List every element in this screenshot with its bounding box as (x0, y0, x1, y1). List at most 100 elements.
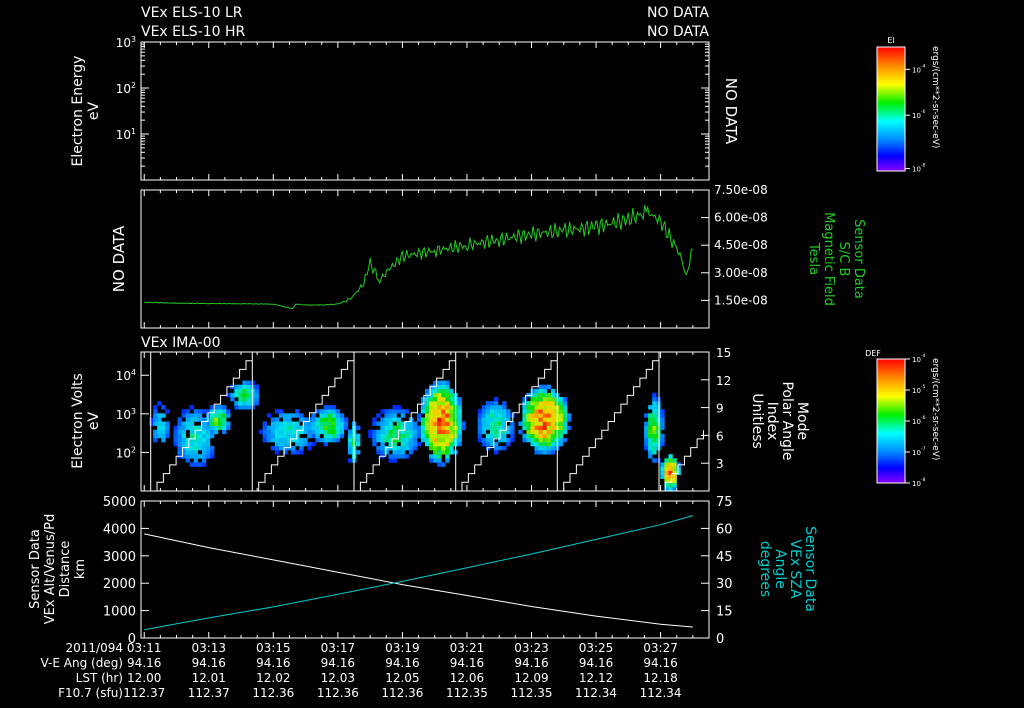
ima-heat-cell (315, 437, 320, 443)
ima-heat-cell (327, 425, 332, 430)
ima-heat-cell (205, 425, 211, 430)
ima-heat-cell (210, 409, 215, 414)
x-tick-time: 03:11 (127, 641, 162, 655)
x-tick-vea: 94.16 (321, 656, 355, 670)
ima-heat-cell (485, 433, 491, 439)
ima-heat-cell (380, 421, 385, 426)
ima-heat-cell (392, 437, 397, 443)
ima-heat-cell (437, 384, 442, 390)
ima-heat-cell (449, 409, 454, 414)
x-tick-f107: 112.36 (381, 686, 423, 700)
panel2-y-ticks: 7.50e-08 6.00e-08 4.50e-08 3.00e-08 1.50e-08 (701, 183, 768, 307)
ima-heat-cell (323, 409, 328, 414)
ima-heat-cell (291, 437, 296, 443)
ima-heat-cell (660, 433, 665, 439)
ima-heat-cell (498, 417, 503, 422)
ima-heat-cell (425, 417, 430, 422)
ima-heat-cell (489, 437, 495, 443)
ima-heat-cell (278, 437, 284, 443)
ima-heat-cell (562, 417, 568, 422)
ima-heat-cell (433, 450, 438, 455)
ima-heat-cell (550, 441, 556, 447)
ima-heat-cell (380, 441, 385, 447)
els-hr-label: VEx ELS-10 HR (141, 24, 246, 40)
ima-heat-cell (246, 388, 251, 394)
panel1-no-data: NO DATA (722, 78, 740, 145)
ima-heat-cell (648, 417, 653, 422)
ima-heat-cell (550, 397, 556, 402)
ima-heat-cell (567, 413, 572, 418)
panel2-right-label: Sensor Data S/C B Magnetic Field Tesla (806, 212, 866, 306)
ima-heat-cell (648, 441, 653, 447)
ima-heat-cell (425, 433, 430, 439)
ima-heat-cell (534, 441, 539, 447)
ima-heat-cell (489, 441, 495, 447)
ima-heat-cell (384, 433, 389, 439)
ima-heat-cell (550, 437, 556, 443)
ima-heat-cell (153, 421, 158, 426)
ima-heat-cell (270, 433, 276, 439)
ima-heat-cell (242, 392, 247, 398)
ima-heat-cell (538, 392, 543, 398)
ima-heat-cell (278, 409, 284, 414)
x-tick-lst: 12.02 (256, 671, 290, 685)
ima-heat-cell (347, 433, 353, 439)
ima-heat-cell (429, 441, 434, 447)
panel1-frame (140, 41, 710, 181)
x-tick-lst: 12.05 (385, 671, 419, 685)
x-tick-lst: 12.12 (579, 671, 613, 685)
ima-heat-cell (339, 429, 345, 435)
ima-heat-cell (567, 425, 572, 430)
ima-heat-cell (278, 413, 284, 418)
x-tick-time: 03:27 (643, 641, 678, 655)
ima-heat-cell (652, 421, 657, 426)
ima-heat-cell (433, 433, 438, 439)
ima-heat-cell (481, 417, 487, 422)
ima-heat-cell (664, 462, 669, 467)
ima-heat-cell (295, 425, 300, 430)
ima-heat-cell (445, 392, 450, 398)
ima-heat-cell (201, 441, 207, 447)
panel1-y-ticks: 101 102 103 (116, 35, 709, 167)
colorbar-tick-label: 10-4 (912, 353, 926, 364)
ima-heat-cell (437, 401, 442, 406)
ima-heat-cell (319, 417, 324, 422)
ima-heat-cell (404, 441, 410, 447)
ima-heat-cell (356, 441, 361, 447)
ima-heat-cell (672, 466, 677, 471)
alt-label-line1: Sensor Data (28, 529, 43, 609)
ima-heat-cell (526, 433, 531, 439)
ima-heat-cell (489, 425, 495, 430)
ima-heat-cell (392, 405, 397, 410)
ima-heat-cell (429, 388, 434, 394)
ima-heat-cell (274, 446, 280, 451)
ima-heat-cell (372, 437, 377, 443)
ima-heat-cell (542, 429, 548, 435)
ima-heat-cell (664, 478, 669, 484)
ima-heat-cell (445, 446, 450, 451)
ima-heat-cell (210, 421, 215, 426)
ima-heat-cell (372, 433, 377, 439)
ima-heat-cell (489, 417, 495, 422)
ima-heat-cell (656, 413, 661, 418)
ima-heat-cell (441, 397, 446, 402)
ima-heat-cell (238, 384, 243, 390)
ima-heat-cell (197, 441, 203, 447)
panel2-frame (140, 189, 710, 329)
ima-heat-cell (502, 409, 507, 414)
ima-heat-cell (664, 474, 669, 479)
ima-heat-cell (562, 437, 568, 443)
panel3-right-ticks: 3 6 9 12 15 (701, 346, 731, 471)
ima-heat-cell (648, 437, 653, 443)
panel-ima: VEx IMA-00 102 103 104 3 6 9 12 15 Electron Vo… (70, 335, 810, 492)
ima-heat-cell (335, 425, 341, 430)
ima-heat-cell (546, 409, 552, 414)
ima-heat-cell (238, 397, 243, 402)
ima-heat-cell (506, 413, 511, 418)
ima-heat-cell (177, 417, 182, 422)
x-tick-time: 03:23 (514, 641, 549, 655)
ima-heat-cell (254, 401, 259, 406)
ima-heat-cell (307, 429, 312, 435)
x-tick-lst: 12.01 (192, 671, 226, 685)
ima-heat-cell (201, 462, 207, 467)
